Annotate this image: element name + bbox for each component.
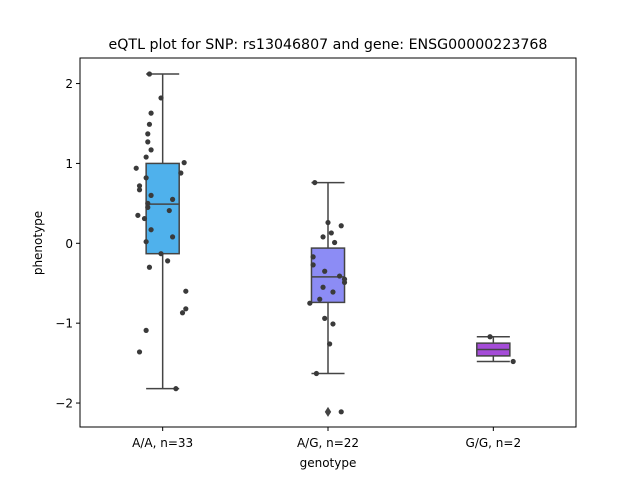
genotype-1-point-26 — [165, 258, 171, 264]
genotype-2-point-8 — [310, 262, 316, 268]
y-tick-label-1: 2 — [65, 77, 73, 91]
x-tick-layer: A/A, n=33 A/G, n=22 G/G, n=2 — [132, 427, 521, 450]
genotype-1-point-33 — [173, 386, 179, 392]
genotype-2-outlier-1 — [324, 406, 332, 417]
genotype-2-point-10 — [336, 273, 343, 279]
genotype-1-x-tick-label: A/A, n=33 — [132, 436, 193, 450]
genotype-2-point-19 — [327, 341, 333, 347]
genotype-3-x-tick-label: G/G, n=2 — [466, 436, 522, 450]
genotype-1-point-13 — [136, 183, 143, 189]
genotype-1-point-15 — [148, 192, 154, 198]
genotype-3-point-1 — [487, 334, 493, 340]
genotype-1-point-27 — [146, 264, 153, 270]
y-tick-label-2: 1 — [65, 157, 73, 171]
genotype-2-point-12 — [341, 279, 348, 286]
genotype-1-box — [145, 162, 180, 255]
genotype-1-point-5 — [145, 131, 151, 137]
genotype-1-point-31 — [143, 327, 149, 333]
genotype-2-point-14 — [330, 289, 336, 295]
y-axis-label: phenotype — [31, 211, 45, 275]
genotype-1-point-18 — [145, 204, 151, 210]
genotype-2-point-6 — [332, 239, 338, 246]
genotype-2-point-20 — [313, 370, 320, 377]
genotype-1-point-19 — [166, 207, 172, 214]
genotype-2-point-21 — [338, 409, 344, 415]
genotype-2-point-16 — [307, 300, 313, 306]
genotype-1-point-2 — [158, 95, 164, 101]
genotype-1-point-16 — [169, 196, 176, 202]
genotype-1-point-32 — [136, 349, 143, 355]
genotype-1-point-17 — [145, 200, 151, 206]
genotype-2-point-15 — [317, 296, 323, 302]
y-tick-layer: 2 1 0 −1 −2 — [55, 77, 80, 411]
genotype-1-point-14 — [136, 187, 143, 193]
y-tick-label-5: −2 — [55, 397, 73, 411]
genotype-1-point-12 — [143, 175, 149, 181]
genotype-2-point-7 — [310, 254, 316, 260]
genotype-2-x-tick-label: A/G, n=22 — [297, 436, 359, 450]
genotype-2-point-3 — [338, 223, 344, 229]
genotype-2-point-18 — [330, 321, 336, 327]
genotype-2-point-17 — [322, 315, 328, 321]
genotype-1-point-6 — [145, 139, 151, 145]
genotype-2-point-1 — [312, 179, 318, 186]
y-tick-label-3: 0 — [65, 237, 73, 251]
genotype-1-point-28 — [183, 288, 189, 294]
genotype-1-point-23 — [169, 234, 176, 240]
genotype-2-point-9 — [322, 268, 328, 274]
genotype-3-point-2 — [510, 358, 516, 365]
chart-title: eQTL plot for SNP: rs13046807 and gene: … — [109, 37, 548, 53]
genotype-1-point-1 — [146, 71, 153, 77]
genotype-1-point-24 — [143, 239, 149, 245]
genotype-1-point-29 — [183, 306, 189, 312]
genotype-2-point-13 — [320, 284, 326, 290]
genotype-1-point-22 — [148, 227, 154, 233]
genotype-2-point-2 — [325, 219, 331, 226]
genotype-1-point-4 — [146, 121, 153, 127]
genotype-1-point-20 — [135, 212, 141, 218]
genotype-1-point-7 — [148, 147, 154, 153]
genotype-1-point-9 — [181, 160, 187, 166]
x-axis-label: genotype — [300, 456, 357, 470]
genotype-2-point-4 — [328, 230, 334, 236]
genotype-1-point-11 — [178, 170, 184, 176]
genotype-1-point-8 — [143, 154, 149, 160]
point-layer — [133, 71, 516, 415]
genotype-2-point-5 — [320, 234, 326, 240]
genotype-1-point-21 — [141, 215, 148, 222]
y-tick-label-4: −1 — [55, 317, 73, 331]
genotype-1-point-30 — [179, 310, 186, 316]
genotype-1-point-10 — [133, 165, 139, 171]
genotype-1-point-3 — [148, 110, 154, 116]
genotype-1-point-25 — [158, 251, 164, 257]
